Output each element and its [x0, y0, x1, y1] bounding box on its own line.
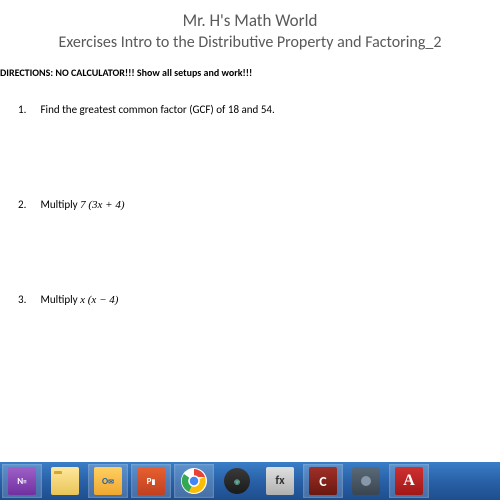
page-title: Mr. H's Math World: [0, 10, 500, 31]
problem-number: 3.: [18, 293, 38, 306]
powerpoint-icon: P▮: [137, 467, 165, 495]
page-subtitle: Exercises Intro to the Distributive Prop…: [0, 33, 500, 52]
taskbar-adobe[interactable]: A: [389, 464, 429, 498]
onenote-icon: N≡: [8, 467, 36, 495]
windows-taskbar: N≡ O✉ P▮ ◉ fx C A: [0, 462, 500, 500]
problem-math: x (x − 4): [80, 294, 118, 306]
adobe-icon: A: [395, 467, 423, 495]
taskbar-powerpoint[interactable]: P▮: [131, 464, 171, 498]
camera-icon: [352, 467, 380, 495]
problem-text: Multiply: [41, 293, 81, 306]
pearson-icon: ◉: [224, 468, 250, 494]
worksheet-document: Mr. H's Math World Exercises Intro to th…: [0, 0, 500, 462]
taskbar-pearson[interactable]: ◉: [217, 464, 257, 498]
problem-math: 7 (3x + 4): [80, 199, 124, 211]
taskbar-camera[interactable]: [346, 464, 386, 498]
folder-icon: [51, 467, 79, 495]
directions-text: DIRECTIONS: NO CALCULATOR!!! Show all se…: [0, 66, 500, 79]
problem-text: Find the greatest common factor (GCF) of…: [41, 103, 275, 116]
problem-3: 3. Multiply x (x − 4): [0, 293, 500, 306]
taskbar-calculator[interactable]: fx: [260, 464, 300, 498]
problem-number: 1.: [18, 103, 38, 116]
taskbar-onenote[interactable]: N≡: [2, 464, 42, 498]
camtasia-icon: C: [309, 467, 337, 495]
problem-1: 1. Find the greatest common factor (GCF)…: [0, 103, 500, 116]
taskbar-camtasia[interactable]: C: [303, 464, 343, 498]
calculator-icon: fx: [266, 467, 294, 495]
problem-number: 2.: [18, 198, 38, 211]
taskbar-outlook[interactable]: O✉: [88, 464, 128, 498]
taskbar-chrome[interactable]: [174, 464, 214, 498]
problem-2: 2. Multiply 7 (3x + 4): [0, 198, 500, 211]
outlook-icon: O✉: [94, 467, 122, 495]
chrome-icon: [181, 468, 207, 494]
taskbar-file-explorer[interactable]: [45, 464, 85, 498]
problem-text: Multiply: [41, 198, 81, 211]
